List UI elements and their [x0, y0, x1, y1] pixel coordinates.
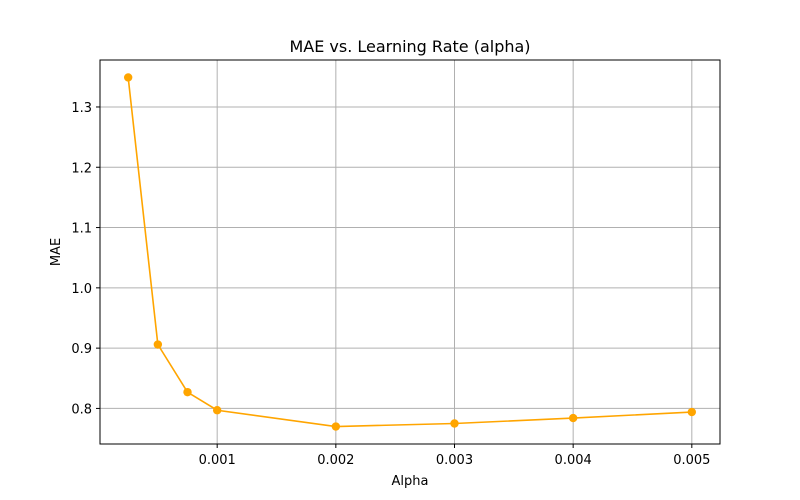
data-point	[212, 406, 222, 415]
x-tick-label: 0.005	[673, 453, 710, 468]
y-tick-label: 1.1	[71, 222, 92, 237]
data-point	[687, 407, 697, 417]
grid-layer	[100, 60, 720, 444]
y-tick-label: 1.3	[71, 101, 92, 116]
y-axis-label: MAE	[49, 238, 64, 266]
y-tick-label: 1.2	[71, 161, 92, 176]
y-tick-label: 1.0	[71, 282, 92, 297]
x-tick-label: 0.003	[436, 453, 473, 468]
plot-area-frame	[99, 59, 721, 445]
data-point	[568, 413, 578, 423]
x-axis-label: Alpha	[392, 474, 429, 489]
data-point	[450, 419, 459, 428]
data-point	[123, 73, 133, 82]
y-tick-label: 0.9	[71, 342, 92, 357]
data-point	[183, 387, 192, 397]
x-tick-label: 0.001	[199, 453, 236, 468]
series-layer	[123, 73, 697, 431]
x-tick-label: 0.004	[555, 453, 592, 468]
chart-title: MAE vs. Learning Rate (alpha)	[289, 37, 530, 56]
series-line	[127, 77, 692, 428]
x-tick-label: 0.002	[317, 453, 354, 468]
ticks-layer: 0.001 0.002 0.003 0.004 0.005 0.8 0.9 1.0 1.1 1.2…	[71, 101, 710, 468]
data-point	[153, 340, 163, 349]
data-point	[331, 422, 341, 431]
y-tick-label: 0.8	[71, 402, 92, 417]
